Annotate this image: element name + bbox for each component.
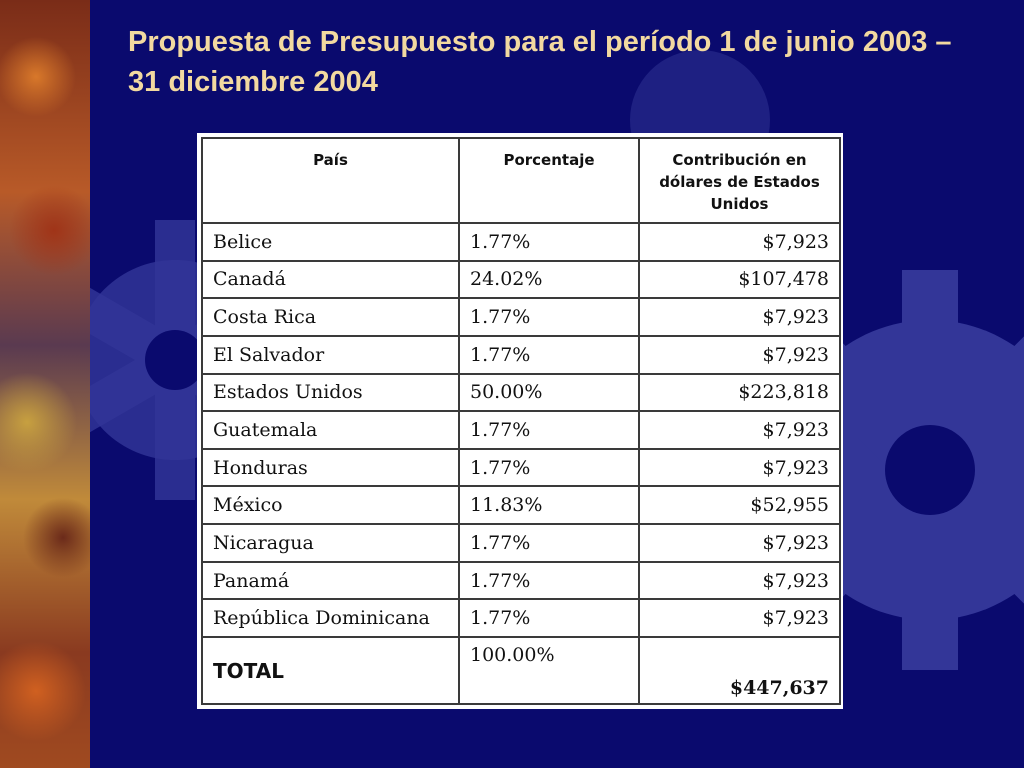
cell-amount: $7,923 — [638, 334, 841, 375]
cell-country: Belice — [201, 222, 460, 262]
cell-country: Honduras — [201, 447, 460, 488]
table-row: El Salvador 1.77% $7,923 — [201, 334, 841, 375]
cell-percent: 1.77% — [458, 410, 640, 450]
cell-amount: $223,818 — [638, 372, 841, 413]
cell-country: Canadá — [201, 259, 460, 300]
cell-percent: 50.00% — [458, 372, 640, 413]
table-row: Nicaragua 1.77% $7,923 — [201, 523, 841, 563]
cell-percent: 1.77% — [458, 334, 640, 375]
cell-amount: $7,923 — [638, 447, 841, 488]
table-row: Estados Unidos 50.00% $223,818 — [201, 372, 841, 413]
cell-country: México — [201, 485, 460, 526]
cell-percent: 1.77% — [458, 560, 640, 601]
table-row: Honduras 1.77% $7,923 — [201, 447, 841, 488]
cell-country: Guatemala — [201, 410, 460, 450]
header-amount: Contribución en dólares de Estados Unido… — [638, 137, 841, 224]
cell-country: Costa Rica — [201, 297, 460, 337]
cell-percent: 11.83% — [458, 485, 640, 526]
cell-country: Nicaragua — [201, 523, 460, 563]
cell-amount: $52,955 — [638, 485, 841, 526]
cell-percent: 1.77% — [458, 598, 640, 639]
table-row: República Dominicana 1.77% $7,923 — [201, 598, 841, 639]
cell-country: Panamá — [201, 560, 460, 601]
budget-table-panel: País Porcentaje Contribución en dólares … — [197, 133, 843, 709]
cell-amount: $7,923 — [638, 598, 841, 639]
cell-percent: 1.77% — [458, 297, 640, 337]
cell-percent: 24.02% — [458, 259, 640, 300]
table-row: Costa Rica 1.77% $7,923 — [201, 297, 841, 337]
cell-country: República Dominicana — [201, 598, 460, 639]
table-row: Belice 1.77% $7,923 — [201, 222, 841, 262]
header-country: País — [201, 137, 460, 224]
cell-percent: 1.77% — [458, 447, 640, 488]
table-total-row: TOTAL 100.00% $447,637 — [201, 636, 841, 705]
cell-amount: $107,478 — [638, 259, 841, 300]
cell-amount: $7,923 — [638, 523, 841, 563]
cell-amount: $7,923 — [638, 560, 841, 601]
cell-country: El Salvador — [201, 334, 460, 375]
total-amount: $447,637 — [638, 636, 841, 705]
cell-amount: $7,923 — [638, 297, 841, 337]
total-percent: 100.00% — [458, 636, 640, 705]
cell-amount: $7,923 — [638, 410, 841, 450]
table-row: México 11.83% $52,955 — [201, 485, 841, 526]
budget-table: País Porcentaje Contribución en dólares … — [201, 137, 841, 705]
table-row: Canadá 24.02% $107,478 — [201, 259, 841, 300]
cell-percent: 1.77% — [458, 222, 640, 262]
table-row: Guatemala 1.77% $7,923 — [201, 410, 841, 450]
total-label: TOTAL — [201, 636, 460, 705]
cell-percent: 1.77% — [458, 523, 640, 563]
slide-title: Propuesta de Presupuesto para el período… — [128, 26, 952, 98]
table-row: Panamá 1.77% $7,923 — [201, 560, 841, 601]
table-header-row: País Porcentaje Contribución en dólares … — [201, 137, 841, 224]
cell-amount: $7,923 — [638, 222, 841, 262]
cell-country: Estados Unidos — [201, 372, 460, 413]
header-percent: Porcentaje — [458, 137, 640, 224]
decorative-mosaic-strip — [0, 0, 90, 768]
